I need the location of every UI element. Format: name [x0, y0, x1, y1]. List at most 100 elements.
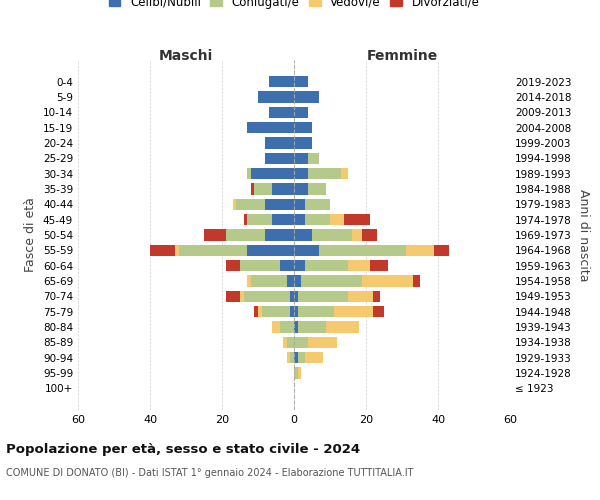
Bar [294, 229, 312, 241]
Bar [226, 229, 265, 241]
Bar [294, 91, 319, 102]
Bar [434, 244, 449, 256]
Bar [348, 290, 373, 302]
Bar [308, 336, 337, 348]
Bar [330, 214, 344, 226]
Bar [308, 168, 341, 179]
Bar [294, 122, 312, 134]
Bar [240, 260, 280, 272]
Bar [294, 276, 301, 287]
Bar [254, 183, 272, 194]
Y-axis label: Anni di nascita: Anni di nascita [577, 188, 590, 281]
Bar [280, 322, 294, 333]
Bar [290, 352, 294, 364]
Bar [247, 276, 251, 287]
Bar [269, 106, 294, 118]
Legend: Celibi/Nubili, Coniugati/e, Vedovi/e, Divorziati/e: Celibi/Nubili, Coniugati/e, Vedovi/e, Di… [109, 0, 479, 8]
Bar [179, 244, 247, 256]
Bar [265, 152, 294, 164]
Bar [236, 198, 265, 210]
Bar [294, 106, 308, 118]
Bar [204, 229, 226, 241]
Bar [175, 244, 179, 256]
Bar [262, 306, 290, 318]
Bar [413, 276, 420, 287]
Bar [301, 276, 362, 287]
Bar [290, 290, 294, 302]
Bar [287, 336, 294, 348]
Text: COMUNE DI DONATO (BI) - Dati ISTAT 1° gennaio 2024 - Elaborazione TUTTITALIA.IT: COMUNE DI DONATO (BI) - Dati ISTAT 1° ge… [6, 468, 413, 477]
Text: Popolazione per età, sesso e stato civile - 2024: Popolazione per età, sesso e stato civil… [6, 442, 360, 456]
Text: Maschi: Maschi [159, 50, 213, 64]
Bar [272, 322, 280, 333]
Bar [244, 214, 247, 226]
Bar [344, 214, 370, 226]
Bar [240, 290, 244, 302]
Bar [280, 260, 294, 272]
Bar [265, 198, 294, 210]
Bar [294, 214, 305, 226]
Bar [294, 168, 308, 179]
Bar [319, 244, 406, 256]
Bar [258, 306, 262, 318]
Bar [308, 183, 326, 194]
Bar [294, 152, 308, 164]
Bar [254, 306, 258, 318]
Bar [298, 352, 305, 364]
Bar [265, 137, 294, 148]
Bar [298, 322, 326, 333]
Bar [294, 137, 312, 148]
Bar [373, 290, 380, 302]
Bar [305, 214, 330, 226]
Bar [150, 244, 175, 256]
Bar [305, 352, 323, 364]
Bar [269, 76, 294, 88]
Bar [312, 229, 352, 241]
Text: Femmine: Femmine [367, 50, 437, 64]
Bar [251, 168, 294, 179]
Bar [247, 122, 294, 134]
Bar [287, 352, 290, 364]
Bar [251, 276, 287, 287]
Bar [290, 306, 294, 318]
Bar [294, 183, 308, 194]
Bar [244, 290, 290, 302]
Bar [287, 276, 294, 287]
Bar [247, 168, 251, 179]
Bar [272, 183, 294, 194]
Bar [326, 322, 359, 333]
Bar [308, 152, 319, 164]
Bar [294, 336, 308, 348]
Bar [294, 352, 298, 364]
Bar [341, 168, 348, 179]
Bar [406, 244, 434, 256]
Bar [247, 244, 294, 256]
Bar [294, 198, 305, 210]
Y-axis label: Fasce di età: Fasce di età [25, 198, 37, 272]
Bar [294, 244, 319, 256]
Bar [362, 276, 413, 287]
Bar [294, 306, 298, 318]
Bar [298, 306, 334, 318]
Bar [226, 260, 240, 272]
Bar [298, 290, 348, 302]
Bar [247, 214, 272, 226]
Bar [373, 306, 384, 318]
Bar [348, 260, 370, 272]
Bar [294, 368, 298, 379]
Bar [226, 290, 240, 302]
Bar [305, 198, 330, 210]
Bar [265, 229, 294, 241]
Bar [370, 260, 388, 272]
Bar [258, 91, 294, 102]
Bar [352, 229, 362, 241]
Bar [272, 214, 294, 226]
Bar [294, 76, 308, 88]
Bar [283, 336, 287, 348]
Bar [294, 290, 298, 302]
Bar [362, 229, 377, 241]
Bar [294, 322, 298, 333]
Bar [305, 260, 348, 272]
Bar [233, 198, 236, 210]
Bar [294, 260, 305, 272]
